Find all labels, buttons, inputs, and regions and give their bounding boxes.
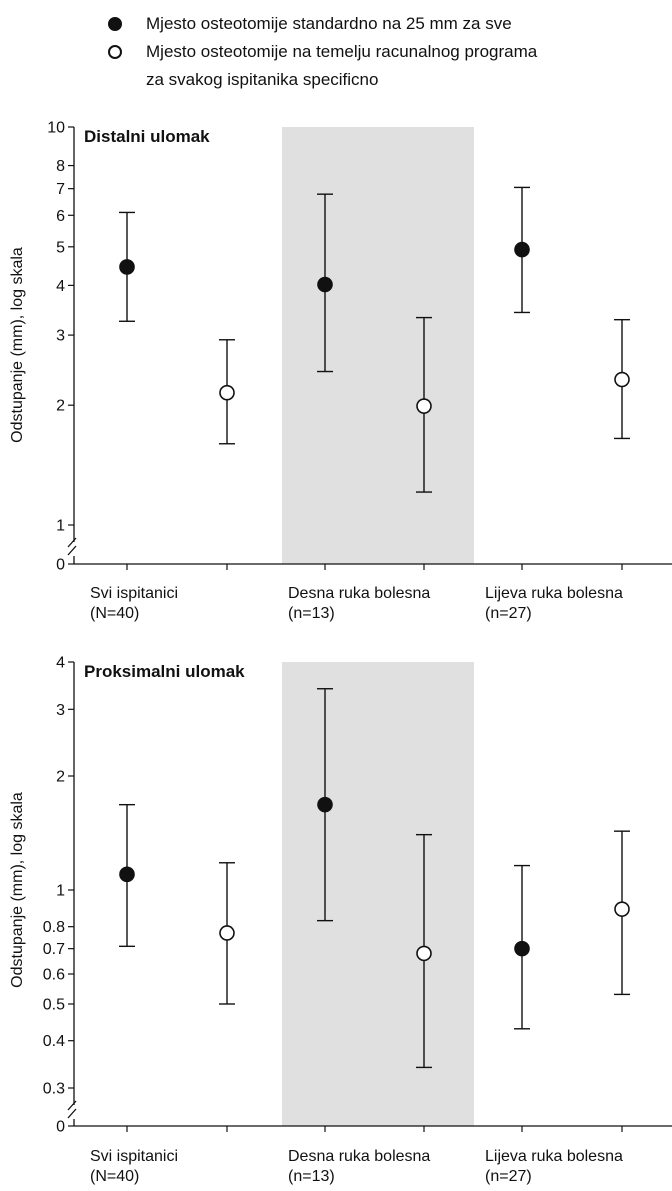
y-tick-label: 2 (56, 768, 65, 785)
panel-title: Proksimalni ulomak (84, 662, 245, 681)
shaded-group-band (282, 662, 474, 1126)
y-tick-label: 0.3 (43, 1081, 65, 1098)
y-tick-label: 4 (56, 278, 65, 295)
y-tick-label: 4 (56, 655, 65, 672)
group-n-label: (n=27) (485, 605, 532, 622)
group-n-label: (n=27) (485, 1168, 532, 1185)
axis-break-mark (67, 545, 77, 556)
legend: Mjesto osteotomije standardno na 25 mm z… (108, 10, 668, 94)
chart-panel-1: 0.3 0.4 0.5 0.6 0.7 0.8 1 2 3 4 0 Odstupanje (mm), … (9, 655, 672, 1185)
y-tick-label: 7 (56, 181, 65, 198)
data-point-open (416, 398, 432, 414)
legend-label-specific-line2: za svakog ispitanika specificno (146, 70, 379, 89)
legend-label-specific-line1: Mjesto osteotomije na temelju racunalnog… (146, 42, 538, 61)
legend-label-standard: Mjesto osteotomije standardno na 25 mm z… (146, 14, 512, 33)
y-tick-label: 0.5 (43, 996, 65, 1013)
y-tick-label-zero: 0 (56, 1119, 65, 1136)
group-label: Lijeva ruka bolesna (485, 1148, 623, 1165)
axis-break-mark (67, 1108, 77, 1119)
data-point-filled (514, 241, 530, 258)
y-tick-label-zero: 0 (56, 557, 65, 574)
group-label: Desna ruka bolesna (288, 585, 430, 602)
y-axis-title: Odstupanje (mm), log skala (9, 792, 26, 988)
data-point-open (219, 384, 235, 401)
group-label: Desna ruka bolesna (288, 1148, 430, 1165)
legend-item-standard: Mjesto osteotomije standardno na 25 mm z… (108, 10, 668, 38)
y-tick-label: 8 (56, 158, 65, 175)
y-tick-label: 6 (56, 208, 65, 225)
group-n-label: (n=13) (288, 1168, 335, 1185)
data-point-open (219, 925, 235, 941)
legend-item-specific: Mjesto osteotomije na temelju racunalnog… (108, 38, 668, 94)
y-tick-label: 1 (56, 882, 65, 899)
y-tick-label: 5 (56, 239, 65, 256)
chart-panel-0: 1 2 3 4 5 6 7 8 10 0 Odstupanje (mm), log skala Dis… (9, 120, 672, 622)
y-tick-label: 3 (56, 328, 65, 345)
group-n-label: (N=40) (90, 1168, 139, 1185)
axis-break-mark (67, 1100, 77, 1111)
y-tick-label: 0.4 (43, 1033, 65, 1050)
data-point-open (614, 901, 630, 917)
group-label: Svi ispitanici (90, 1148, 178, 1165)
axis-break-mark (67, 537, 77, 548)
panel-title: Distalni ulomak (84, 127, 210, 146)
group-n-label: (n=13) (288, 605, 335, 622)
open-circle-icon (108, 45, 122, 59)
data-point-open (416, 945, 432, 962)
y-tick-label: 1 (56, 518, 65, 535)
y-axis-title: Odstupanje (mm), log skala (9, 247, 26, 443)
data-point-filled (317, 796, 333, 813)
data-point-open (614, 371, 630, 388)
group-n-label: (N=40) (90, 605, 139, 622)
group-label: Lijeva ruka bolesna (485, 585, 623, 602)
y-tick-label: 3 (56, 702, 65, 719)
data-point-filled (119, 866, 135, 883)
y-tick-label: 10 (47, 120, 65, 137)
filled-circle-icon (108, 17, 122, 31)
group-label: Svi ispitanici (90, 585, 178, 602)
data-point-filled (514, 940, 530, 957)
data-point-filled (317, 276, 333, 293)
y-tick-label: 0.6 (43, 967, 65, 984)
data-point-filled (119, 259, 135, 275)
y-tick-label: 2 (56, 398, 65, 415)
y-tick-label: 0.8 (43, 919, 65, 936)
y-tick-label: 0.7 (43, 941, 65, 958)
shaded-group-band (282, 127, 474, 564)
